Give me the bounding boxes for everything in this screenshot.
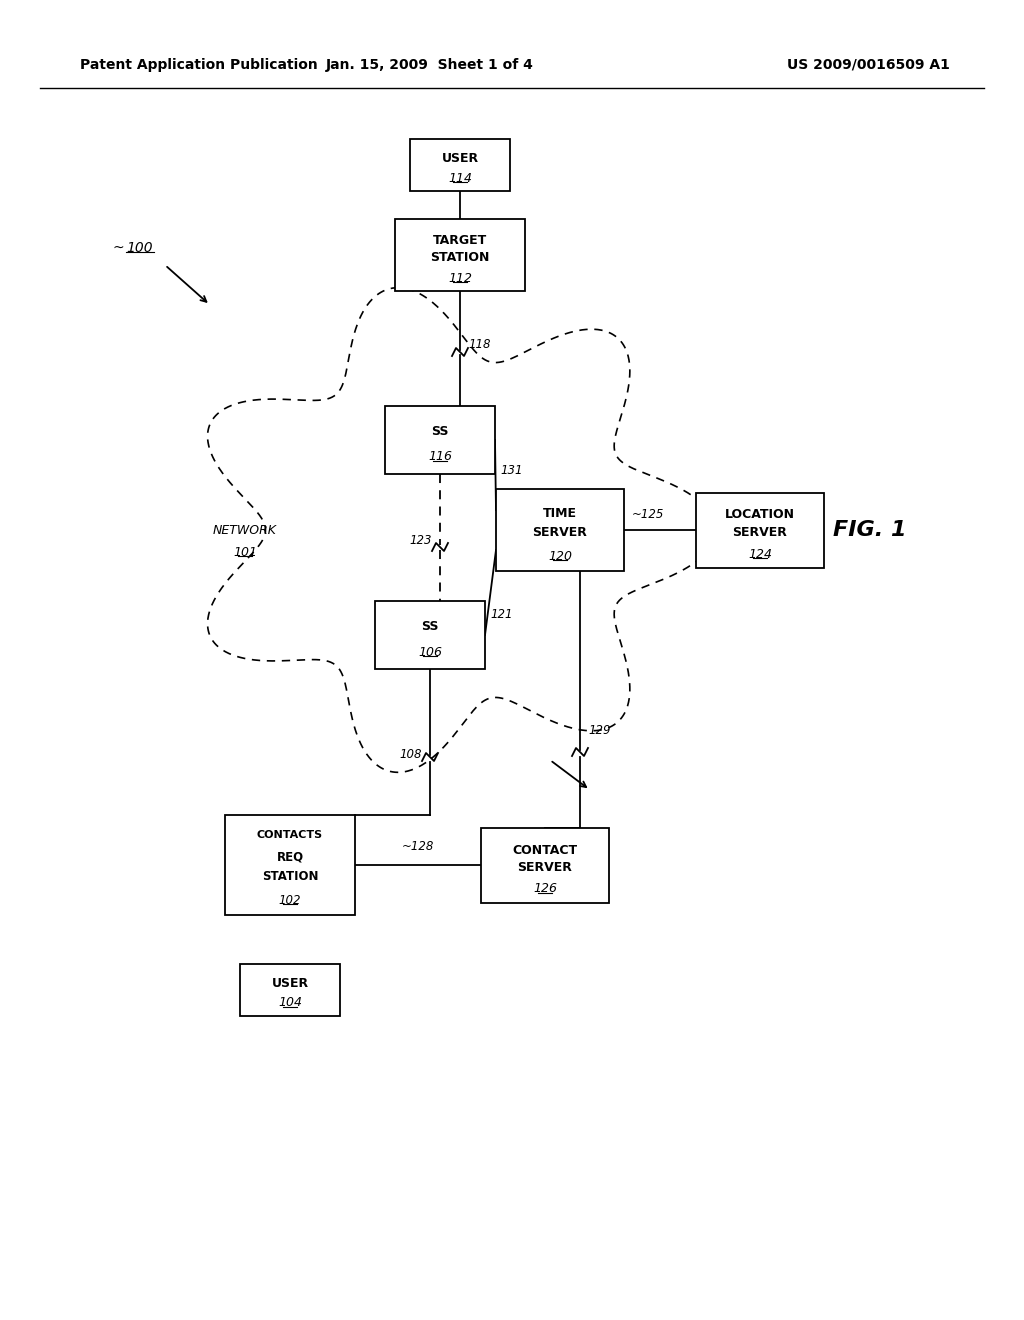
Text: 123: 123: [410, 533, 432, 546]
Text: SERVER: SERVER: [732, 525, 787, 539]
FancyBboxPatch shape: [395, 219, 525, 290]
Text: 104: 104: [278, 997, 302, 1010]
FancyBboxPatch shape: [385, 407, 495, 474]
FancyBboxPatch shape: [696, 492, 824, 568]
Text: Jan. 15, 2009  Sheet 1 of 4: Jan. 15, 2009 Sheet 1 of 4: [326, 58, 534, 73]
Text: STATION: STATION: [430, 251, 489, 264]
Text: 126: 126: [534, 883, 557, 895]
Text: 108: 108: [399, 748, 422, 762]
Text: 106: 106: [418, 645, 442, 659]
Text: ~: ~: [113, 242, 124, 255]
Text: SS: SS: [421, 620, 438, 634]
Text: ~128: ~128: [401, 841, 434, 854]
Text: 121: 121: [490, 609, 512, 622]
Text: 114: 114: [449, 172, 472, 185]
Text: TARGET: TARGET: [433, 234, 487, 247]
Text: 112: 112: [449, 272, 472, 285]
Text: FIG. 1: FIG. 1: [834, 520, 906, 540]
Text: 129: 129: [588, 723, 610, 737]
Text: CONTACT: CONTACT: [512, 843, 578, 857]
Text: SS: SS: [431, 425, 449, 438]
Text: USER: USER: [441, 152, 478, 165]
Text: 100: 100: [127, 242, 154, 255]
FancyBboxPatch shape: [410, 139, 510, 191]
FancyBboxPatch shape: [375, 601, 485, 669]
FancyBboxPatch shape: [240, 964, 340, 1016]
Text: CONTACTS: CONTACTS: [257, 830, 323, 840]
Text: NETWORK: NETWORK: [213, 524, 278, 536]
Text: Patent Application Publication: Patent Application Publication: [80, 58, 317, 73]
Text: SERVER: SERVER: [532, 525, 588, 539]
Text: REQ: REQ: [276, 850, 303, 863]
Text: 120: 120: [548, 549, 572, 562]
Text: 131: 131: [500, 463, 522, 477]
Text: TIME: TIME: [543, 507, 577, 520]
Text: ~125: ~125: [632, 507, 665, 520]
FancyBboxPatch shape: [496, 488, 624, 572]
Text: SERVER: SERVER: [517, 861, 572, 874]
Text: US 2009/0016509 A1: US 2009/0016509 A1: [787, 58, 950, 73]
FancyBboxPatch shape: [225, 814, 355, 915]
Text: STATION: STATION: [262, 870, 318, 883]
Text: 102: 102: [279, 894, 301, 907]
FancyBboxPatch shape: [481, 828, 609, 903]
Text: 101: 101: [233, 545, 257, 558]
Text: 124: 124: [748, 548, 772, 561]
Text: 116: 116: [428, 450, 452, 463]
Text: LOCATION: LOCATION: [725, 508, 795, 521]
Text: 118: 118: [468, 338, 490, 351]
Text: USER: USER: [271, 977, 308, 990]
